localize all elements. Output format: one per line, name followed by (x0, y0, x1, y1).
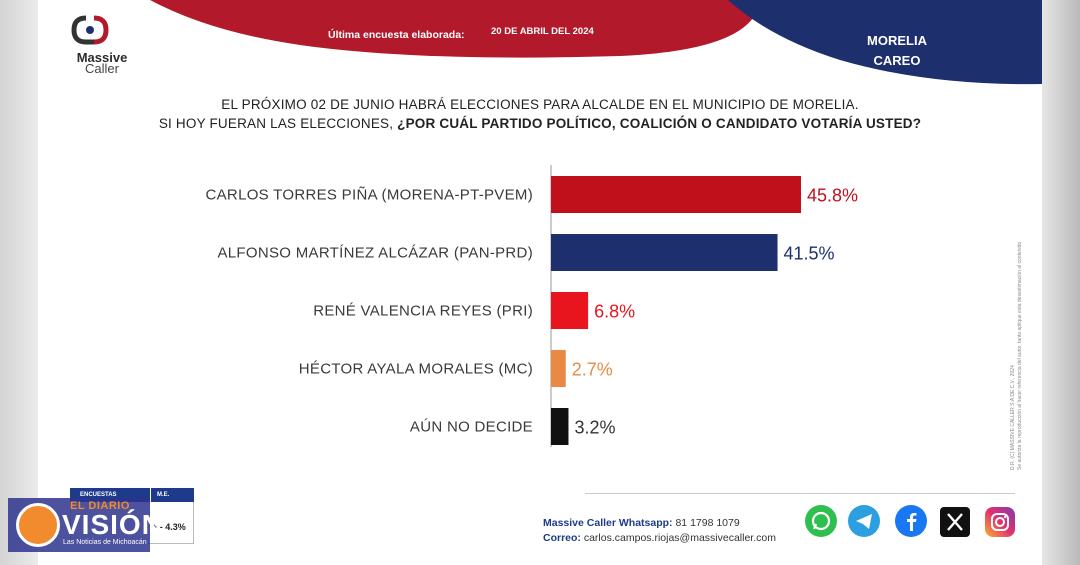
watermark-logo (16, 503, 60, 547)
value-label-1: 41.5% (784, 244, 835, 264)
right-margin (1042, 0, 1080, 565)
watermark-top: EL DIARIO (70, 500, 130, 512)
email-address: carlos.campos.riojas@massivecaller.com (583, 532, 776, 544)
value-label-2: 6.8% (594, 302, 635, 322)
watermark-sub: Las Noticias de Michoacán (63, 539, 147, 546)
category-label-0: CARLOS TORRES PIÑA (MORENA-PT-PVEM) (206, 187, 534, 204)
city-line2: CAREO (873, 53, 921, 68)
whatsapp-icon[interactable] (805, 505, 837, 537)
banner-label: Última encuesta elaborada: (328, 29, 465, 41)
whatsapp-label: Massive Caller Whatsapp: (543, 517, 673, 529)
category-label-2: RENÉ VALENCIA REYES (PRI) (313, 303, 533, 320)
header-banner (150, 0, 1042, 85)
facebook-icon[interactable] (895, 505, 927, 537)
instagram-icon[interactable] (985, 507, 1015, 537)
bar-3 (551, 350, 566, 387)
bar-4 (551, 408, 569, 445)
question-line1: EL PRÓXIMO 02 DE JUNIO HABRÁ ELECCIONES … (221, 97, 859, 112)
question-line2-plain: SI HOY FUERAN LAS ELECCIONES, (158, 116, 398, 131)
question-line2-bold: ¿POR CUÁL PARTIDO POLÍTICO, COALICIÓN O … (397, 116, 922, 131)
telegram-icon[interactable] (848, 505, 880, 537)
whatsapp-number: 81 1798 1079 (675, 517, 740, 529)
meta-margin-error: +/- 4.3% (152, 522, 186, 532)
category-label-1: ALFONSO MARTÍNEZ ALCÁZAR (PAN-PRD) (217, 245, 533, 262)
category-label-3: HÉCTOR AYALA MORALES (MC) (299, 361, 533, 378)
logo-name: Massive (76, 50, 128, 65)
value-label-4: 3.2% (574, 418, 615, 438)
value-label-3: 2.7% (572, 360, 613, 380)
bar-0 (551, 176, 801, 213)
city-line1: MORELIA (867, 33, 927, 48)
bar-1 (551, 234, 778, 271)
watermark-main: VISIÓN (62, 509, 163, 540)
contact-email: Correo: carlos.campos.riojas@massivecall… (543, 532, 776, 544)
email-label: Correo: (543, 532, 581, 544)
meta-header-me: M.E. (150, 488, 194, 502)
category-label-4: AÚN NO DECIDE (410, 419, 533, 436)
bar-2 (551, 292, 589, 329)
bars: CARLOS TORRES PIÑA (MORENA-PT-PVEM) 45.8%… (206, 176, 858, 445)
contact-whatsapp: Massive Caller Whatsapp: 81 1798 1079 (543, 517, 740, 529)
value-label-0: 45.8% (807, 186, 858, 206)
city-label: MORELIA CAREO (842, 31, 952, 71)
copyright-line1: D.R. (C) MASSIVE CALLER S.A DE C.V., 202… (1010, 365, 1016, 470)
question-line2: SI HOY FUERAN LAS ELECCIONES, ¿POR CUÁL … (0, 116, 1080, 131)
banner-date: 20 DE ABRIL DEL 2024 (491, 26, 594, 37)
massive-caller-logo (71, 15, 109, 45)
copyright-note: D.R. (C) MASSIVE CALLER S.A DE C.V., 202… (1010, 242, 1024, 470)
left-margin (0, 0, 38, 565)
copyright-line2: Se autoriza la reproducción al hacer ref… (1017, 241, 1023, 470)
footer-divider (585, 493, 1015, 494)
logo-wordmark: Massive Caller (72, 50, 132, 76)
poll-card (38, 0, 1042, 565)
x-icon[interactable] (940, 507, 970, 537)
logo-sub: Caller (85, 61, 119, 76)
